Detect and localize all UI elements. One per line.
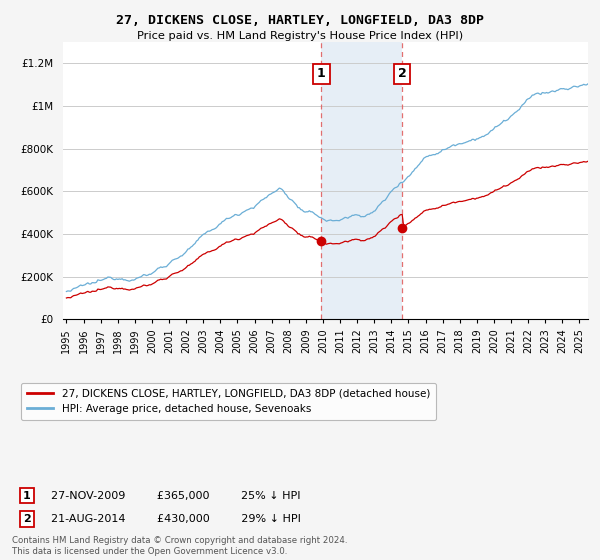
Text: 2: 2: [23, 514, 31, 524]
Text: 21-AUG-2014         £430,000         29% ↓ HPI: 21-AUG-2014 £430,000 29% ↓ HPI: [51, 514, 301, 524]
Legend: 27, DICKENS CLOSE, HARTLEY, LONGFIELD, DA3 8DP (detached house), HPI: Average pr: 27, DICKENS CLOSE, HARTLEY, LONGFIELD, D…: [21, 382, 436, 421]
Text: 2: 2: [398, 68, 407, 81]
Text: 1: 1: [317, 68, 326, 81]
Bar: [322, 42, 402, 319]
Text: Contains HM Land Registry data © Crown copyright and database right 2024.
This d: Contains HM Land Registry data © Crown c…: [12, 536, 347, 556]
Text: Price paid vs. HM Land Registry's House Price Index (HPI): Price paid vs. HM Land Registry's House …: [137, 31, 463, 41]
Text: 27, DICKENS CLOSE, HARTLEY, LONGFIELD, DA3 8DP: 27, DICKENS CLOSE, HARTLEY, LONGFIELD, D…: [116, 14, 484, 27]
Text: 27-NOV-2009         £365,000         25% ↓ HPI: 27-NOV-2009 £365,000 25% ↓ HPI: [51, 491, 301, 501]
Text: 1: 1: [23, 491, 31, 501]
